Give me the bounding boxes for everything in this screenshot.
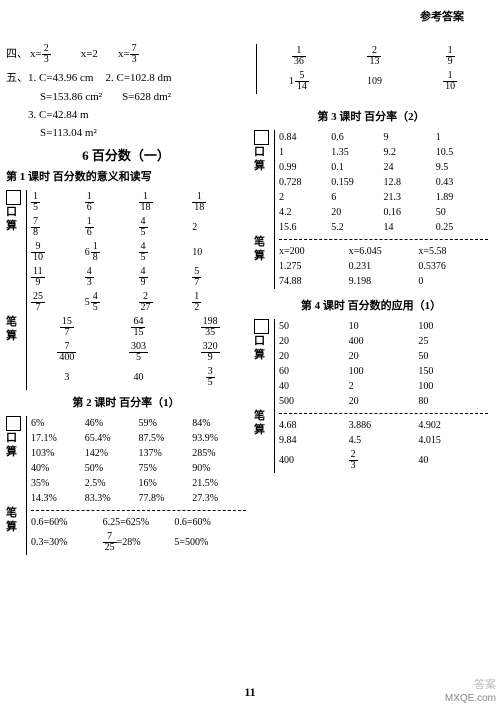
page-number: 11 [0, 685, 500, 700]
right-top-table: 136213191514109110 [256, 44, 488, 94]
kou-suan-4: 口算50101002040025202050601001504021005002… [254, 319, 488, 409]
right-column: 136213191514109110 第 3 课时 百分率（2） 口算0.840… [254, 44, 488, 555]
kou-suan-3: 口算0.840.69111.359.210.50.990.1249.50.728… [254, 130, 488, 235]
watermark-url: MXQE.com [445, 693, 496, 704]
lesson-4-title: 第 4 课时 百分数的应用（1） [254, 297, 488, 313]
bi-suan-1: 笔算15764151983574003035320934035 [6, 315, 246, 390]
page-header: 参考答案 [6, 8, 494, 24]
question-4: 四、x=23x=2x=73 [6, 44, 246, 65]
section-6-title: 6 百分数（一） [6, 145, 246, 164]
bi-suan-4: 笔算4.683.8864.9029.844.54.0154002340 [254, 409, 488, 473]
lesson-3-title: 第 3 课时 百分率（2） [254, 108, 488, 124]
bi-suan-3: 笔算x=200x=6.045x=5.581.2750.2310.537674.8… [254, 235, 488, 289]
kou-suan-1: 口算15161181187816452910618451011943495725… [6, 190, 246, 315]
lesson-2-title: 第 2 课时 百分率（1） [6, 394, 246, 410]
main-columns: 四、x=23x=2x=73 五、1. C=43.96 cm2. C=102.8 … [6, 44, 494, 555]
left-column: 四、x=23x=2x=73 五、1. C=43.96 cm2. C=102.8 … [6, 44, 246, 555]
kou-suan-2: 口算6%46%59%84%17.1%65.4%87.5%93.9%103%142… [6, 416, 246, 506]
lesson-1-title: 第 1 课时 百分数的意义和读写 [6, 168, 246, 184]
watermark-cn: 答案 [474, 676, 496, 692]
bi-suan-2: 笔算0.6=60%6.25=625%0.6=60%0.3=30%725=28%5… [6, 506, 246, 555]
question-5: 五、1. C=43.96 cm2. C=102.8 dmS=153.86 cm²… [6, 69, 246, 139]
